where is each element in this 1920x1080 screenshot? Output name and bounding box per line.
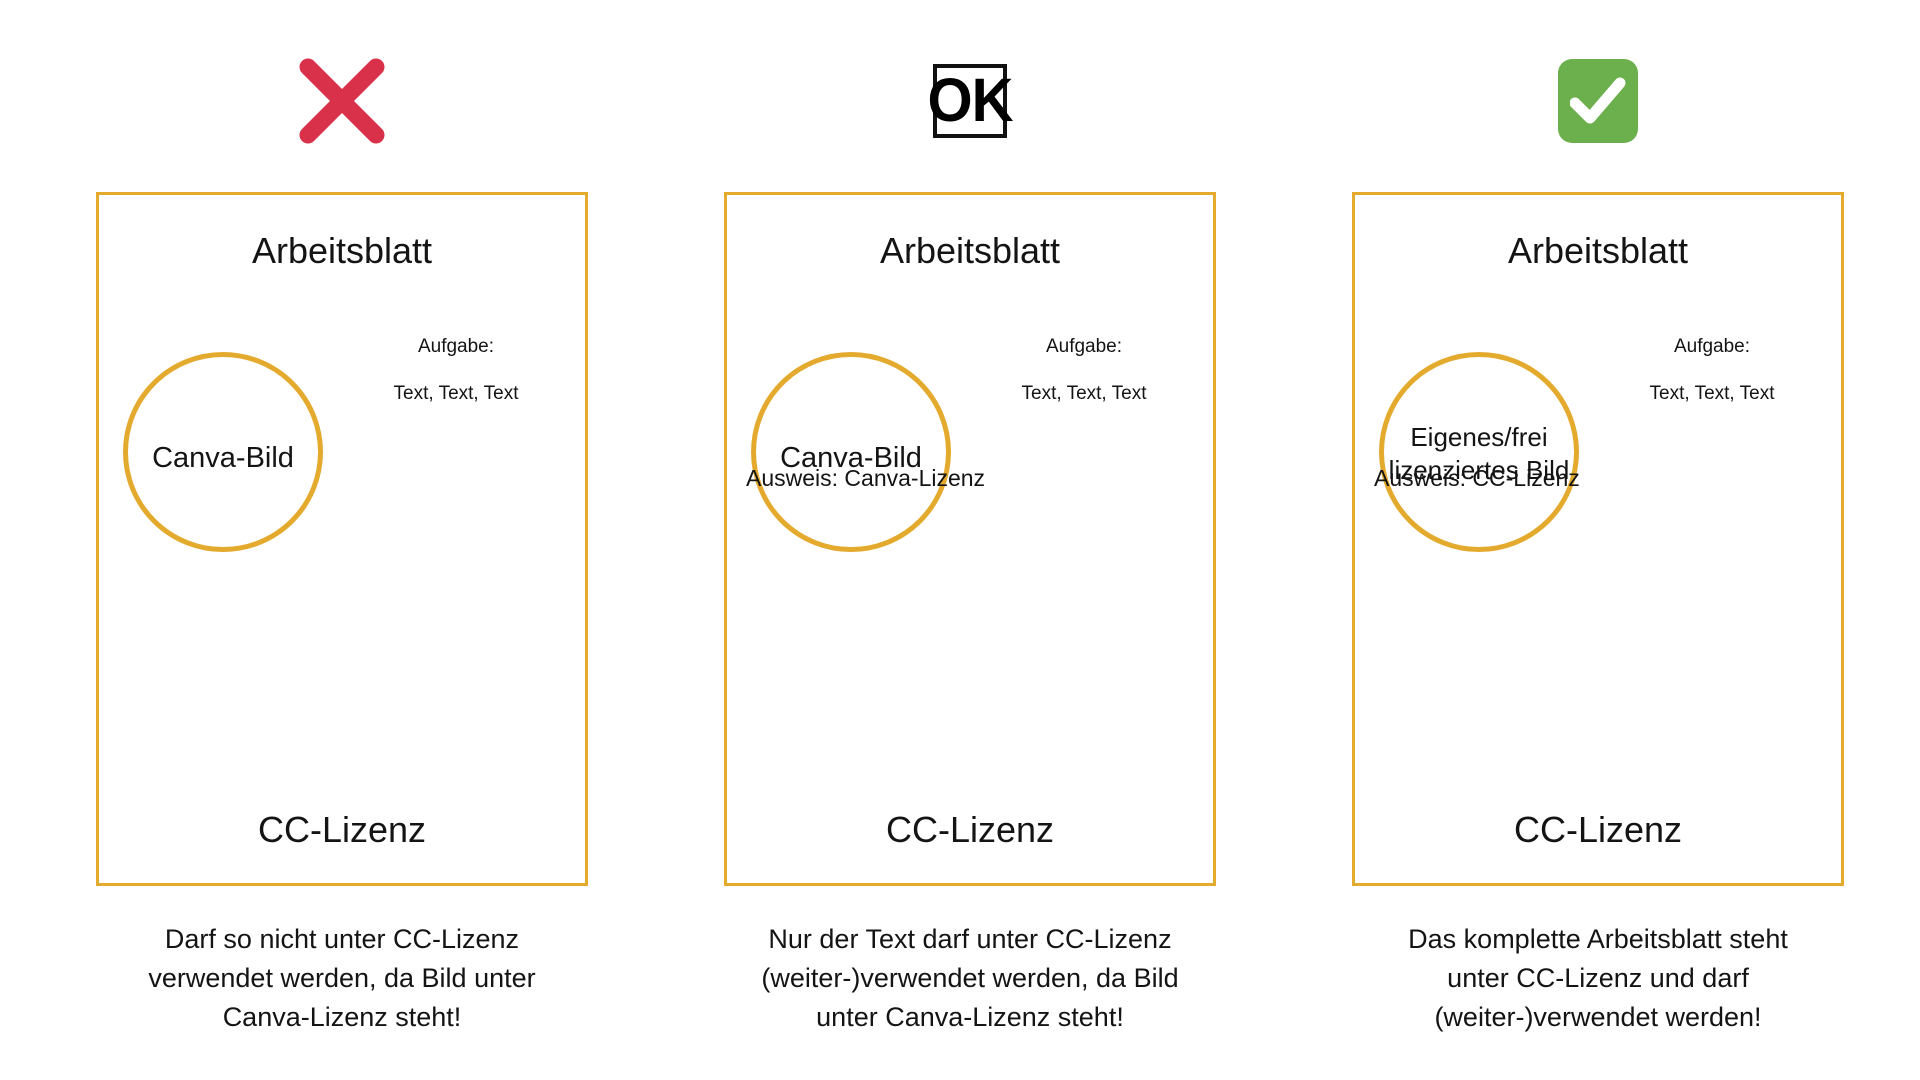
green-check-icon bbox=[1558, 59, 1638, 143]
caption-line: Darf so nicht unter CC-Lizenz bbox=[164, 924, 520, 954]
caption-2: Nur der Text darf unter CC-Lizenz (weite… bbox=[715, 920, 1225, 1037]
caption-line: Das komplette Arbeitsblatt steht bbox=[1408, 924, 1788, 954]
task-body: Text, Text, Text bbox=[1649, 383, 1775, 404]
task-heading: Aufgabe: bbox=[417, 336, 495, 357]
task-block: Aufgabe: Text, Text, Text bbox=[1587, 335, 1837, 406]
image-placeholder-label: Canva-Bild bbox=[152, 442, 294, 474]
image-placeholder-label: Eigenes/frei lizenziertes Bild bbox=[1388, 422, 1570, 485]
worksheet-title: Arbeitsblatt bbox=[251, 230, 433, 271]
worksheet-license-footer: CC-Lizenz bbox=[885, 809, 1055, 850]
status-icon-area-1 bbox=[95, 46, 589, 156]
caption-1: Darf so nicht unter CC-Lizenz verwendet … bbox=[87, 920, 597, 1037]
worksheet-title: Arbeitsblatt bbox=[1507, 230, 1689, 271]
worksheet-card-2: Arbeitsblatt Canva-Bild Aufgabe: Text, T… bbox=[724, 192, 1216, 886]
check-mark-glyph bbox=[1570, 77, 1626, 124]
task-heading: Aufgabe: bbox=[1045, 336, 1123, 357]
column-not-allowed: Arbeitsblatt Canva-Bild Aufgabe: Text, T… bbox=[95, 0, 589, 1080]
caption-line: unter CC-Lizenz und darf bbox=[1447, 963, 1749, 993]
task-heading: Aufgabe: bbox=[1673, 336, 1751, 357]
worksheet-card-1: Arbeitsblatt Canva-Bild Aufgabe: Text, T… bbox=[96, 192, 588, 886]
caption-line: Nur der Text darf unter CC-Lizenz bbox=[768, 924, 1172, 954]
red-cross-icon bbox=[299, 58, 385, 144]
caption-line: Canva-Lizenz steht! bbox=[222, 1002, 462, 1032]
ok-box-icon: OK bbox=[928, 64, 1014, 138]
column-partly-allowed: OK Arbeitsblatt Canva-Bild Aufgabe: Text… bbox=[723, 0, 1217, 1080]
ausweis-label: Ausweis: Canva-Lizenz bbox=[746, 465, 986, 491]
worksheet-card-3: Arbeitsblatt Eigenes/frei lizenziertes B… bbox=[1352, 192, 1844, 886]
image-placeholder-label: Canva-Bild bbox=[780, 442, 922, 474]
worksheet-license-footer: CC-Lizenz bbox=[1513, 809, 1683, 850]
ok-box-label: OK bbox=[927, 66, 1014, 135]
caption-line: (weiter-)verwendet werden, da Bild bbox=[761, 963, 1179, 993]
image-placeholder-circle: Eigenes/frei lizenziertes Bild bbox=[1379, 352, 1579, 552]
image-placeholder-circle: Canva-Bild bbox=[123, 352, 323, 552]
status-icon-area-3 bbox=[1351, 46, 1845, 156]
caption-line: unter Canva-Lizenz steht! bbox=[816, 1002, 1124, 1032]
task-block: Aufgabe: Text, Text, Text bbox=[331, 335, 581, 406]
task-body: Text, Text, Text bbox=[393, 383, 519, 404]
status-icon-area-2: OK bbox=[723, 46, 1217, 156]
task-block: Aufgabe: Text, Text, Text bbox=[959, 335, 1209, 406]
image-placeholder-circle: Canva-Bild bbox=[751, 352, 951, 552]
caption-line: verwendet werden, da Bild unter bbox=[148, 963, 536, 993]
ausweis-label: Ausweis: CC-Lizenz bbox=[1374, 465, 1580, 491]
caption-3: Das komplette Arbeitsblatt steht unter C… bbox=[1343, 920, 1853, 1037]
caption-line: (weiter-)verwendet werden! bbox=[1434, 1002, 1762, 1032]
worksheet-title: Arbeitsblatt bbox=[879, 230, 1061, 271]
task-body: Text, Text, Text bbox=[1021, 383, 1147, 404]
column-allowed: Arbeitsblatt Eigenes/frei lizenziertes B… bbox=[1351, 0, 1845, 1080]
worksheet-license-footer: CC-Lizenz bbox=[257, 809, 427, 850]
